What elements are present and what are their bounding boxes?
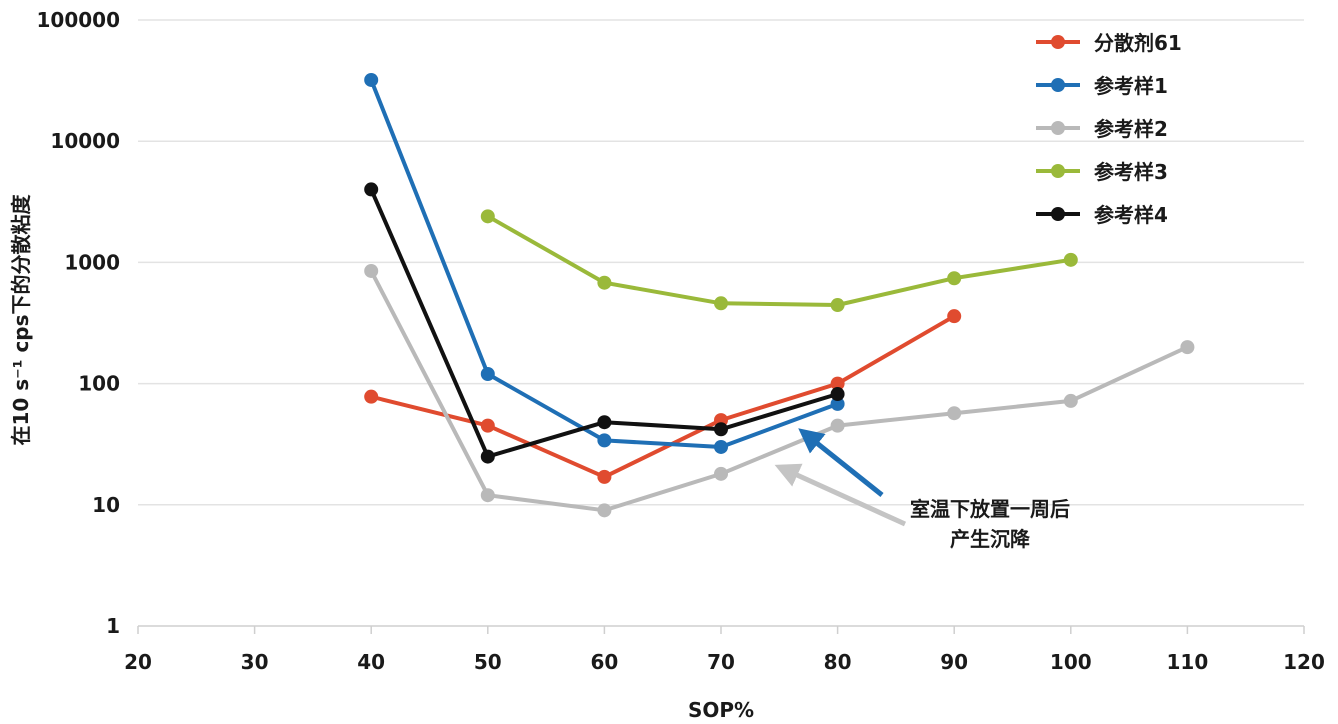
data-point [597,415,612,430]
data-point [364,72,379,87]
data-point [714,296,728,311]
y-tick-label: 1000 [64,250,120,274]
x-tick-label: 20 [124,650,152,674]
legend-item: 参考样2 [1036,117,1168,141]
y-axis-title: 在10 s⁻¹ cps下的分散粘度 [9,193,33,445]
data-point [364,263,379,278]
legend-swatch-marker [1051,164,1065,178]
data-point [597,433,612,448]
data-point [480,488,495,503]
data-point [480,418,495,433]
x-tick-label: 120 [1283,650,1325,674]
data-point [597,469,612,484]
legend: 分散剂61 参考样1 参考样2 参考样3 参考样4 [1036,31,1182,227]
data-point [597,275,612,290]
data-point [480,209,495,224]
data-point [830,298,845,313]
y-tick-label: 100000 [37,8,121,32]
series-1 [364,309,962,484]
x-tick-label: 50 [474,650,502,674]
x-tick-label: 70 [707,650,735,674]
legend-label: 参考样4 [1094,203,1168,227]
legend-label: 参考样2 [1094,117,1168,141]
series-line [369,79,839,449]
x-tick-label: 110 [1167,650,1209,674]
data-point [830,418,845,433]
annotation-arrow-gray [774,463,907,527]
data-point [947,406,962,421]
legend-item: 参考样3 [1036,160,1168,184]
x-tick-label: 80 [824,650,852,674]
y-tick-label: 1 [106,614,120,638]
annotation-line-2: 产生沉降 [950,527,1031,551]
data-point [1063,252,1078,267]
legend-label: 分散剂61 [1094,31,1182,55]
x-tick-label: 60 [590,650,618,674]
y-tick-label: 10 [92,493,120,517]
data-point [947,309,962,324]
legend-swatch-marker [1051,207,1065,221]
series-5 [364,182,845,464]
data-point [1180,340,1195,355]
series-3 [364,263,1195,518]
legend-label: 参考样3 [1094,160,1168,184]
legend-swatch-marker [1051,121,1065,135]
annotation: 室温下放置一周后 产生沉降 [774,428,1070,551]
data-point [947,271,962,286]
legend-item: 分散剂61 [1036,31,1182,55]
data-point [714,422,728,437]
series-group [364,72,1195,518]
y-tick-label: 10000 [50,129,120,153]
data-point [597,503,612,518]
y-tick-label: 100 [78,372,120,396]
data-point [480,449,495,464]
x-tick-label: 30 [241,650,269,674]
data-point [1063,393,1078,408]
annotation-line-1: 室温下放置一周后 [910,497,1070,521]
legend-item: 参考样4 [1036,203,1168,227]
legend-swatch-marker [1051,35,1065,49]
x-tick-label: 90 [940,650,968,674]
legend-item: 参考样1 [1036,74,1168,98]
data-point [830,387,845,402]
data-point [364,182,379,197]
legend-swatch-marker [1051,78,1065,92]
series-4 [480,209,1078,313]
data-point [364,389,379,404]
data-point [480,367,495,382]
series-line [369,270,1189,513]
x-tick-label: 40 [357,650,385,674]
data-point [714,439,728,454]
series-line [370,314,956,479]
data-point [830,396,845,411]
data-point [830,376,845,391]
series-2 [364,72,845,454]
series-line [486,214,1072,307]
legend-label: 参考样1 [1094,74,1168,98]
x-tick-label: 100 [1050,650,1092,674]
data-point [714,466,728,481]
annotation-arrow-blue [798,428,884,497]
x-axis-title: SOP% [688,698,754,722]
